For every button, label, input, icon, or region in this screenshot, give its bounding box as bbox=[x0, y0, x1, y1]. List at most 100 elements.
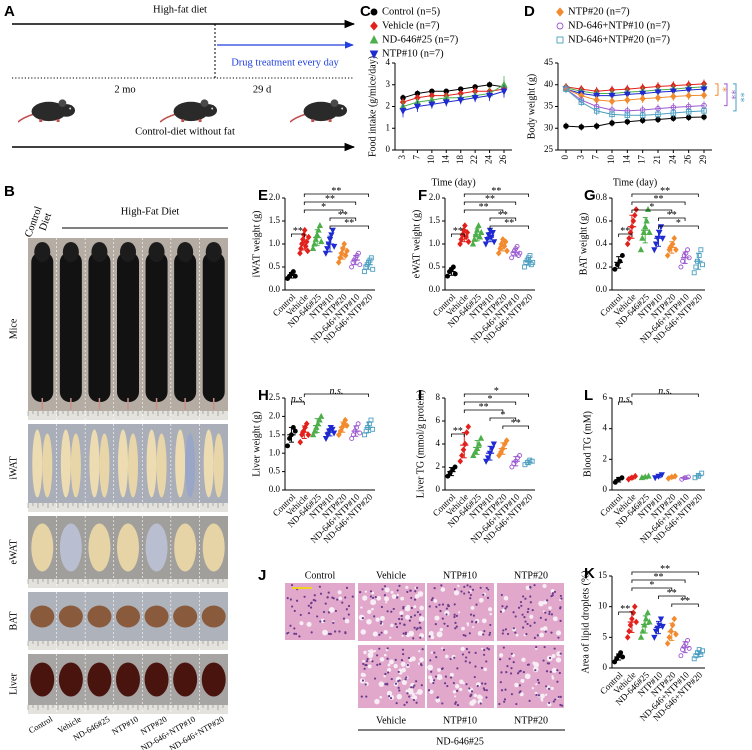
tissue bbox=[116, 662, 140, 697]
histology-texture bbox=[518, 691, 521, 694]
histology-texture bbox=[383, 594, 386, 597]
tissue bbox=[128, 433, 138, 498]
histology-texture bbox=[503, 595, 509, 601]
histology-texture bbox=[468, 687, 471, 690]
data-point bbox=[646, 228, 653, 235]
panel-label: E bbox=[258, 187, 268, 204]
data-point bbox=[457, 240, 463, 248]
histology-texture bbox=[534, 669, 537, 672]
histology-texture bbox=[473, 693, 478, 698]
histology-texture bbox=[516, 672, 520, 675]
histology-texture bbox=[485, 660, 488, 663]
histology-texture bbox=[524, 620, 527, 623]
legend-marker bbox=[370, 21, 378, 31]
mouse-photo bbox=[59, 252, 82, 402]
histology-texture bbox=[295, 599, 299, 602]
histology-texture bbox=[334, 630, 337, 633]
histology-texture bbox=[438, 603, 441, 606]
data-point bbox=[639, 90, 647, 98]
significance-label: n.s. bbox=[291, 394, 305, 405]
data-point bbox=[476, 233, 484, 240]
data-point bbox=[633, 206, 639, 213]
histology-texture bbox=[415, 692, 418, 695]
histology-texture bbox=[418, 616, 425, 622]
histology-texture bbox=[514, 631, 517, 634]
histology-texture bbox=[469, 593, 472, 597]
mouse-photo bbox=[177, 242, 194, 262]
histology-texture bbox=[428, 631, 434, 636]
histology-texture bbox=[483, 667, 488, 672]
histology-texture bbox=[413, 598, 417, 601]
histology-texture bbox=[362, 659, 365, 663]
legend-marker bbox=[556, 36, 564, 44]
legend-label: Control (n=5) bbox=[382, 6, 441, 17]
significance-bracket bbox=[489, 225, 529, 229]
histology-texture bbox=[485, 696, 488, 699]
data-point bbox=[578, 99, 585, 105]
tissue bbox=[32, 429, 43, 498]
x-axis-label: Time (day) bbox=[431, 177, 475, 188]
mouse-icon bbox=[160, 98, 218, 123]
data-point bbox=[624, 634, 631, 641]
histology-texture bbox=[401, 648, 405, 651]
histology-texture bbox=[503, 698, 507, 701]
histology-texture bbox=[467, 591, 471, 594]
histology-image bbox=[427, 583, 494, 641]
row-label: iWAT bbox=[8, 456, 19, 479]
histology-texture bbox=[418, 650, 421, 653]
histology-texture bbox=[479, 702, 482, 705]
histology-texture bbox=[546, 599, 549, 602]
data-point bbox=[477, 434, 485, 441]
histology-texture bbox=[551, 676, 555, 680]
histology-texture bbox=[390, 590, 394, 594]
data-point bbox=[685, 108, 692, 115]
histology-texture bbox=[286, 597, 289, 600]
data-point bbox=[445, 473, 451, 479]
data-point bbox=[700, 262, 705, 268]
histology-texture bbox=[403, 703, 406, 706]
significance-label: ** bbox=[479, 202, 489, 213]
histology-texture bbox=[551, 594, 554, 597]
histology-texture bbox=[309, 606, 313, 609]
data-point bbox=[700, 91, 708, 99]
histology-texture bbox=[544, 611, 547, 614]
histology-texture bbox=[345, 586, 349, 590]
histology-texture bbox=[408, 619, 411, 622]
data-point bbox=[652, 241, 660, 248]
histology-texture bbox=[489, 623, 492, 627]
significance-bracket bbox=[671, 603, 699, 607]
column-label: Vehicle bbox=[376, 715, 407, 726]
data-point bbox=[469, 240, 477, 247]
significance-bracket bbox=[463, 201, 517, 205]
histology-texture bbox=[390, 623, 394, 628]
significance-label: ** bbox=[660, 564, 670, 575]
histology-texture bbox=[539, 616, 542, 620]
histology-texture bbox=[452, 690, 457, 694]
histology-texture bbox=[371, 591, 375, 595]
histology-texture bbox=[344, 596, 347, 599]
column-label: Control bbox=[305, 570, 336, 581]
data-point bbox=[678, 264, 684, 270]
histology-texture bbox=[509, 672, 513, 675]
histology-texture bbox=[384, 587, 390, 593]
histology-texture bbox=[378, 681, 385, 687]
histology-texture bbox=[531, 608, 534, 612]
data-point bbox=[654, 89, 662, 97]
histology-texture bbox=[441, 647, 444, 650]
histology-texture bbox=[499, 653, 504, 658]
panel-label: H bbox=[258, 387, 269, 404]
tissue bbox=[42, 433, 53, 498]
histology-texture bbox=[488, 631, 492, 634]
group-header: High-Fat Diet bbox=[121, 206, 180, 217]
histology-texture bbox=[474, 651, 477, 654]
histology-texture bbox=[558, 671, 561, 675]
histology-texture bbox=[409, 589, 412, 592]
histology-texture bbox=[538, 600, 544, 607]
y-tick-label: 1 bbox=[386, 122, 391, 132]
significance-bracket bbox=[451, 233, 465, 237]
panel-label: F bbox=[418, 187, 427, 204]
histology-texture bbox=[342, 617, 346, 620]
histology-texture bbox=[533, 621, 536, 624]
data-point bbox=[305, 233, 312, 241]
